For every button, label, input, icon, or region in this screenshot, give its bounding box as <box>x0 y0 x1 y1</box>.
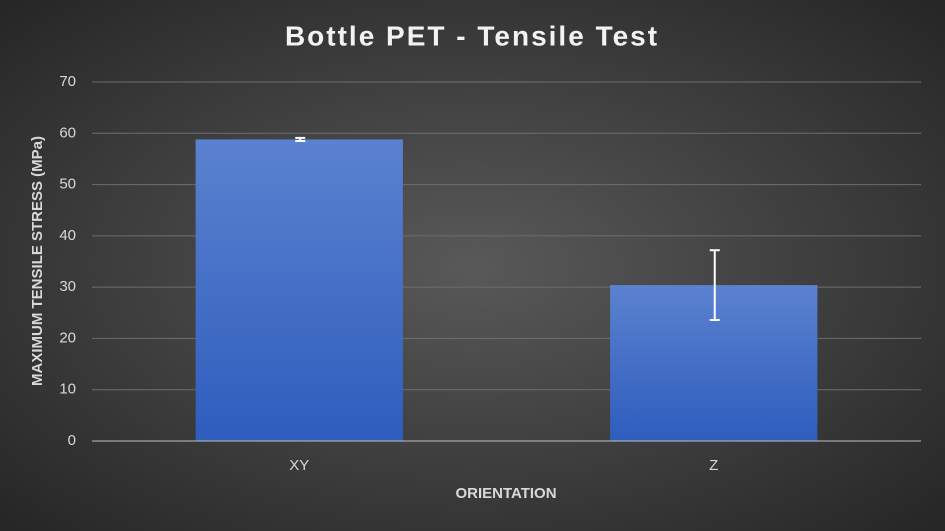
x-tick-label: XY <box>289 457 309 474</box>
chart-title: Bottle PET - Tensile Test <box>285 20 659 51</box>
y-tick-label: 30 <box>59 278 76 295</box>
error-bar <box>295 136 306 142</box>
y-tick-label: 50 <box>59 176 76 193</box>
error-bar <box>709 249 720 321</box>
y-tick-label: 10 <box>59 381 76 398</box>
y-tick-label: 20 <box>59 329 76 346</box>
x-tick-label: Z <box>709 457 718 474</box>
bar <box>195 139 403 441</box>
y-tick-label: 0 <box>68 432 76 449</box>
y-tick-label: 70 <box>59 73 76 90</box>
y-tick-label: 40 <box>59 227 76 244</box>
x-axis-title: ORIENTATION <box>455 485 556 502</box>
y-axis-title: MAXIMUM TENSILE STRESS (MPa) <box>29 136 46 386</box>
y-tick-label: 60 <box>59 124 76 141</box>
